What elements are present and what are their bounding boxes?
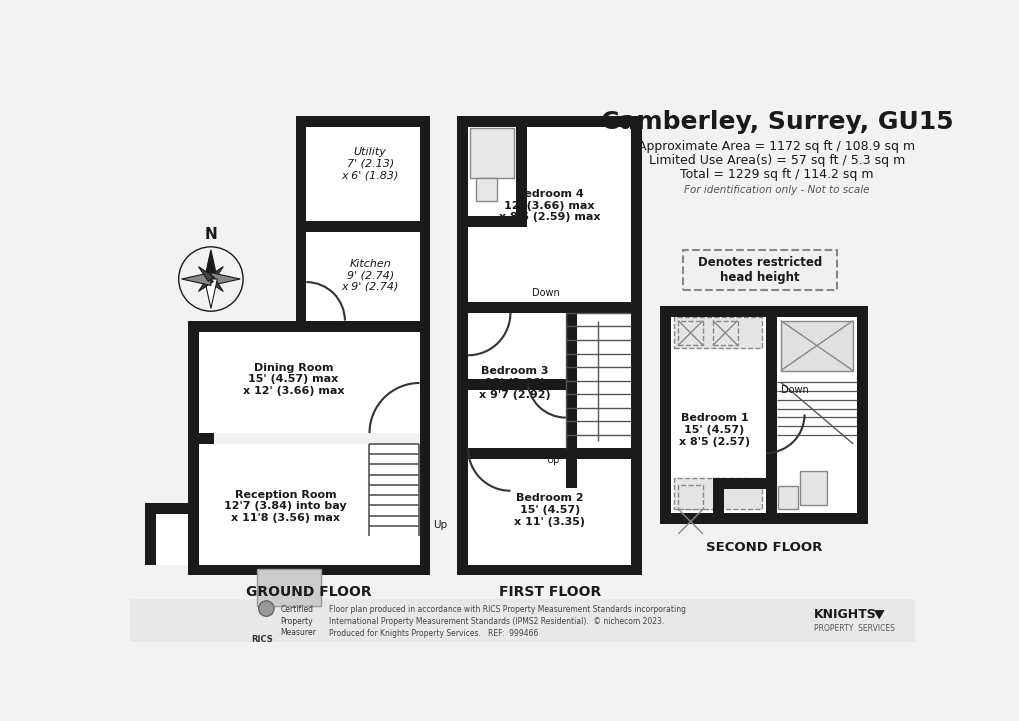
- Bar: [631, 116, 642, 575]
- Bar: [659, 513, 867, 524]
- Circle shape: [259, 601, 274, 616]
- Bar: [296, 116, 306, 332]
- Bar: [187, 322, 199, 575]
- Bar: [669, 479, 712, 513]
- Bar: [468, 379, 576, 390]
- Text: Up: Up: [546, 455, 559, 465]
- Bar: [856, 306, 867, 524]
- Text: RICS: RICS: [252, 634, 273, 644]
- Bar: [799, 471, 826, 505]
- Text: GROUND FLOOR: GROUND FLOOR: [246, 585, 371, 599]
- Polygon shape: [208, 277, 223, 291]
- Bar: [146, 503, 199, 514]
- Bar: [468, 448, 631, 459]
- Bar: [187, 322, 430, 332]
- Polygon shape: [199, 267, 213, 281]
- Bar: [776, 317, 856, 513]
- Bar: [683, 249, 836, 290]
- Text: Floor plan produced in accordance with RICS Property Measurement Standards incor: Floor plan produced in accordance with R…: [328, 606, 685, 638]
- Polygon shape: [211, 273, 239, 286]
- Text: Down: Down: [532, 288, 559, 298]
- Bar: [187, 322, 306, 332]
- Bar: [712, 479, 723, 513]
- Bar: [457, 116, 642, 127]
- Bar: [457, 565, 642, 575]
- Polygon shape: [208, 267, 223, 281]
- Text: Camberley, Surrey, GU15: Camberley, Surrey, GU15: [600, 110, 952, 133]
- Bar: [296, 116, 430, 127]
- Bar: [659, 306, 669, 524]
- Bar: [130, 599, 915, 642]
- Bar: [419, 116, 430, 332]
- Text: PROPERTY  SERVICES: PROPERTY SERVICES: [813, 624, 894, 633]
- Polygon shape: [199, 277, 213, 291]
- Bar: [566, 313, 631, 448]
- Bar: [146, 503, 199, 565]
- Bar: [669, 317, 765, 513]
- Text: For identification only - Not to scale: For identification only - Not to scale: [684, 185, 869, 195]
- Bar: [306, 221, 430, 232]
- Bar: [214, 565, 253, 575]
- Text: Bedroom 1
15' (4.57)
x 8'5 (2.57): Bedroom 1 15' (4.57) x 8'5 (2.57): [679, 413, 749, 446]
- Text: SECOND FLOOR: SECOND FLOOR: [705, 541, 821, 554]
- Bar: [516, 127, 526, 226]
- Text: Reception Room
12'7 (3.84) into bay
x 11'8 (3.56) max: Reception Room 12'7 (3.84) into bay x 11…: [224, 490, 346, 523]
- Bar: [146, 503, 156, 565]
- Bar: [199, 332, 419, 433]
- Bar: [306, 127, 419, 221]
- Text: KNIGHTS: KNIGHTS: [813, 609, 875, 622]
- Bar: [468, 313, 566, 379]
- Bar: [678, 321, 702, 345]
- Bar: [419, 322, 430, 575]
- Text: Limited Use Area(s) = 57 sq ft / 5.3 sq m: Limited Use Area(s) = 57 sq ft / 5.3 sq …: [648, 154, 904, 167]
- Text: FIRST FLOOR: FIRST FLOOR: [498, 585, 600, 599]
- Bar: [187, 565, 430, 575]
- Bar: [366, 565, 404, 575]
- Text: Bedroom 2
15' (4.57)
x 11' (3.35): Bedroom 2 15' (4.57) x 11' (3.35): [514, 493, 585, 526]
- Text: Kitchen
9' (2.74)
x 9' (2.74): Kitchen 9' (2.74) x 9' (2.74): [341, 259, 398, 292]
- Bar: [765, 317, 776, 513]
- Bar: [257, 569, 321, 606]
- Bar: [712, 321, 737, 345]
- Text: Utility
7' (2.13)
x 6' (1.83): Utility 7' (2.13) x 6' (1.83): [341, 147, 398, 180]
- Bar: [457, 116, 468, 575]
- Polygon shape: [873, 610, 883, 619]
- Text: Up: Up: [432, 520, 446, 530]
- Bar: [659, 306, 867, 317]
- Bar: [468, 379, 576, 448]
- Bar: [674, 479, 761, 509]
- Bar: [468, 127, 631, 302]
- Text: Denotes restricted
head height: Denotes restricted head height: [697, 256, 821, 284]
- Bar: [468, 216, 526, 226]
- Polygon shape: [204, 279, 217, 309]
- Bar: [674, 317, 761, 348]
- Bar: [777, 486, 797, 509]
- Bar: [468, 302, 642, 313]
- Bar: [780, 321, 852, 371]
- Bar: [678, 485, 702, 509]
- Text: Bedroom 3
12' (3.66)
x 9'7 (2.92): Bedroom 3 12' (3.66) x 9'7 (2.92): [479, 366, 550, 399]
- Text: Dining Room
15' (4.57) max
x 12' (3.66) max: Dining Room 15' (4.57) max x 12' (3.66) …: [243, 363, 343, 396]
- Polygon shape: [181, 273, 211, 286]
- Text: Certified
Property
Measurer: Certified Property Measurer: [280, 606, 316, 637]
- Bar: [468, 459, 631, 565]
- Text: N: N: [205, 227, 217, 242]
- Bar: [306, 232, 419, 332]
- Bar: [566, 313, 576, 487]
- Text: Down: Down: [780, 385, 808, 395]
- Polygon shape: [204, 249, 217, 279]
- Text: Approximate Area = 1172 sq ft / 108.9 sq m: Approximate Area = 1172 sq ft / 108.9 sq…: [638, 141, 914, 154]
- Bar: [475, 178, 497, 201]
- Bar: [469, 128, 514, 178]
- Text: Total = 1229 sq ft / 114.2 sq m: Total = 1229 sq ft / 114.2 sq m: [680, 168, 872, 181]
- Text: Bedroom 4
12' (3.66) max
x 8'6 (2.59) max: Bedroom 4 12' (3.66) max x 8'6 (2.59) ma…: [498, 190, 600, 223]
- Bar: [199, 444, 419, 565]
- Bar: [712, 479, 765, 490]
- Bar: [199, 433, 214, 444]
